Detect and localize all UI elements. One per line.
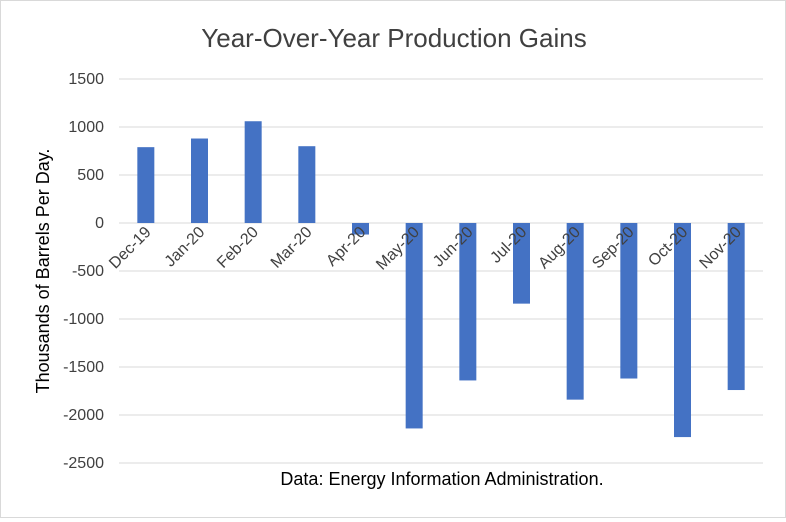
x-tick-label: Dec-19 (106, 224, 155, 273)
x-tick-label: Apr-20 (323, 224, 369, 270)
x-tick-label: Mar-20 (268, 224, 316, 272)
bar-apr-20 (352, 223, 369, 235)
bar-feb-20 (244, 121, 262, 223)
y-axis-ticks: 1500 1000 500 0 -500 -1000 -1500 -2000 -2500 (63, 71, 104, 472)
y-tick-label: -500 (72, 263, 104, 280)
y-tick-label: -2000 (63, 407, 104, 424)
bar-oct-20 (674, 223, 691, 438)
bar-dec-19 (137, 147, 155, 223)
y-tick-label: -1000 (63, 311, 104, 328)
y-tick-label: 0 (95, 215, 104, 232)
chart-title: Year-Over-Year Production Gains (201, 23, 586, 53)
y-tick-label: 1500 (68, 71, 104, 88)
y-tick-label: 500 (77, 167, 104, 184)
y-axis-label: Thousands of Barrels Per Day. (33, 149, 53, 394)
y-tick-label: -1500 (63, 359, 104, 376)
bar-may-20 (405, 223, 423, 429)
y-tick-label: -2500 (63, 455, 104, 472)
x-tick-label: Feb-20 (214, 224, 262, 272)
x-tick-label: Jan-20 (162, 224, 209, 271)
bars (137, 121, 745, 438)
source-note: Data: Energy Information Administration. (280, 469, 603, 489)
bar-sep-20 (620, 223, 638, 379)
bar-jan-20 (191, 138, 208, 223)
x-axis-labels: Dec-19 Jan-20 Feb-20 Mar-20 Apr-20 May-20 Jun-… (106, 224, 745, 274)
bar-nov-20 (727, 223, 745, 391)
y-tick-label: 1000 (68, 119, 104, 136)
bar-jun-20 (459, 223, 477, 381)
bar-aug-20 (566, 223, 584, 400)
gridlines (119, 78, 763, 464)
bar-mar-20 (298, 146, 316, 223)
bar-jul-20 (513, 223, 530, 304)
